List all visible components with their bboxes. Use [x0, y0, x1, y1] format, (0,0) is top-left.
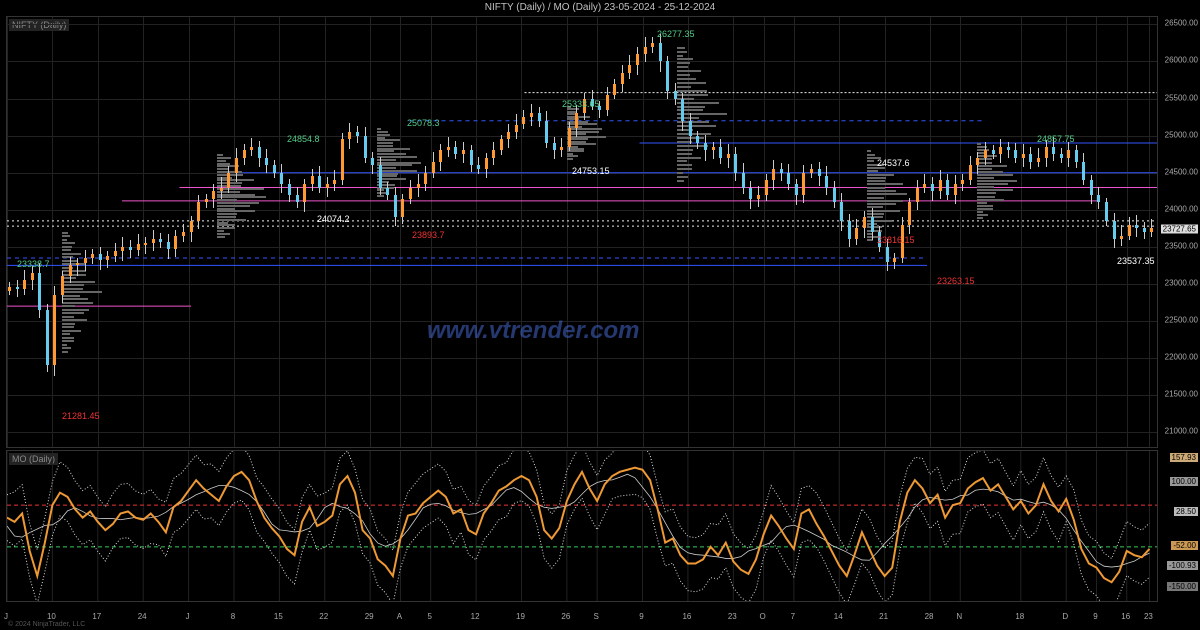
x-tick: 9: [1093, 612, 1097, 621]
price-annotation: 24854.8: [287, 134, 320, 144]
y-tick: 22000.00: [1165, 353, 1198, 362]
x-tick: A: [397, 612, 402, 621]
x-tick: 29: [365, 612, 374, 621]
watermark: www.vtrender.com: [427, 317, 640, 345]
price-annotation: 23338.7: [17, 259, 50, 269]
price-annotation: 24857.75: [1037, 134, 1075, 144]
x-tick: 23: [728, 612, 737, 621]
x-tick: 7: [791, 612, 795, 621]
price-annotation: 25078.3: [407, 118, 440, 128]
y-tick: 24500.00: [1165, 167, 1198, 176]
indicator-axis-tag: -52.00: [1171, 541, 1198, 550]
price-annotation: 23816.15: [877, 235, 915, 245]
price-annotation: 23893.7: [412, 230, 445, 240]
x-tick: S: [593, 612, 598, 621]
x-tick: J: [186, 612, 190, 621]
x-tick: N: [956, 612, 962, 621]
x-tick: O: [759, 612, 765, 621]
price-overlay: [7, 17, 1157, 447]
x-tick: 24: [138, 612, 147, 621]
date-x-axis: J 10 17 24 J 8 15 22 29 A 5 12 19 26 S 9 16 23 O 7 14 21 28 N 18…: [6, 612, 1156, 626]
x-tick: 21: [879, 612, 888, 621]
price-annotation: 23537.35: [1117, 256, 1155, 266]
x-tick: 19: [516, 612, 525, 621]
price-annotation: 21281.45: [62, 411, 100, 421]
y-tick: 25500.00: [1165, 93, 1198, 102]
indicator-y-axis: 157.93 100.00 28.50 -52.00 -100.93 -150.00: [1160, 450, 1200, 600]
price-panel[interactable]: NIFTY (Daily) 23338.721281.4524854.82407…: [6, 16, 1158, 448]
indicator-axis-tag: 100.00: [1170, 477, 1198, 486]
x-tick: 26: [561, 612, 570, 621]
y-tick: 22500.00: [1165, 315, 1198, 324]
y-tick: 21500.00: [1165, 390, 1198, 399]
copyright: © 2024 NinjaTrader, LLC: [8, 621, 85, 628]
x-tick: 16: [682, 612, 691, 621]
y-tick: 21000.00: [1165, 427, 1198, 436]
price-y-axis: 21000.00 21500.00 22000.00 22500.00 23000.00…: [1160, 16, 1200, 446]
y-tick: 25000.00: [1165, 130, 1198, 139]
x-tick: 9: [639, 612, 643, 621]
y-tick: 23000.00: [1165, 278, 1198, 287]
x-tick: 14: [834, 612, 843, 621]
price-annotation: 23263.15: [937, 276, 975, 286]
price-annotation: 24537.6: [877, 158, 910, 168]
indicator-axis-tag: -100.93: [1167, 561, 1198, 570]
x-tick: 22: [319, 612, 328, 621]
price-annotation: 25333.65: [562, 99, 600, 109]
y-tick: 23500.00: [1165, 241, 1198, 250]
indicator-axis-tag: -150.00: [1167, 582, 1198, 591]
x-tick: D: [1062, 612, 1068, 621]
indicator-axis-tag: 28.50: [1174, 507, 1198, 516]
current-price-tag: 23727.65: [1161, 224, 1198, 233]
chart-container: NIFTY (Daily) / MO (Daily) 23-05-2024 - …: [0, 0, 1200, 630]
x-tick: 15: [274, 612, 283, 621]
x-tick: 28: [925, 612, 934, 621]
y-tick: 26000.00: [1165, 56, 1198, 65]
indicator-overlay: [7, 451, 1157, 601]
indicator-axis-tag: 157.93: [1170, 453, 1198, 462]
y-tick: 24000.00: [1165, 204, 1198, 213]
price-annotation: 26277.35: [657, 29, 695, 39]
indicator-panel[interactable]: MO (Daily): [6, 450, 1158, 602]
x-tick: 12: [471, 612, 480, 621]
x-tick: 16: [1121, 612, 1130, 621]
x-tick: 8: [231, 612, 235, 621]
chart-title: NIFTY (Daily) / MO (Daily) 23-05-2024 - …: [0, 2, 1200, 13]
x-tick: 23: [1144, 612, 1153, 621]
price-annotation: 24753.15: [572, 166, 610, 176]
x-tick: 5: [427, 612, 431, 621]
x-tick: 10: [47, 612, 56, 621]
price-annotation: 24074.2: [317, 214, 350, 224]
x-tick: 18: [1015, 612, 1024, 621]
x-tick: 17: [92, 612, 101, 621]
y-tick: 26500.00: [1165, 19, 1198, 28]
x-tick: J: [4, 612, 8, 621]
